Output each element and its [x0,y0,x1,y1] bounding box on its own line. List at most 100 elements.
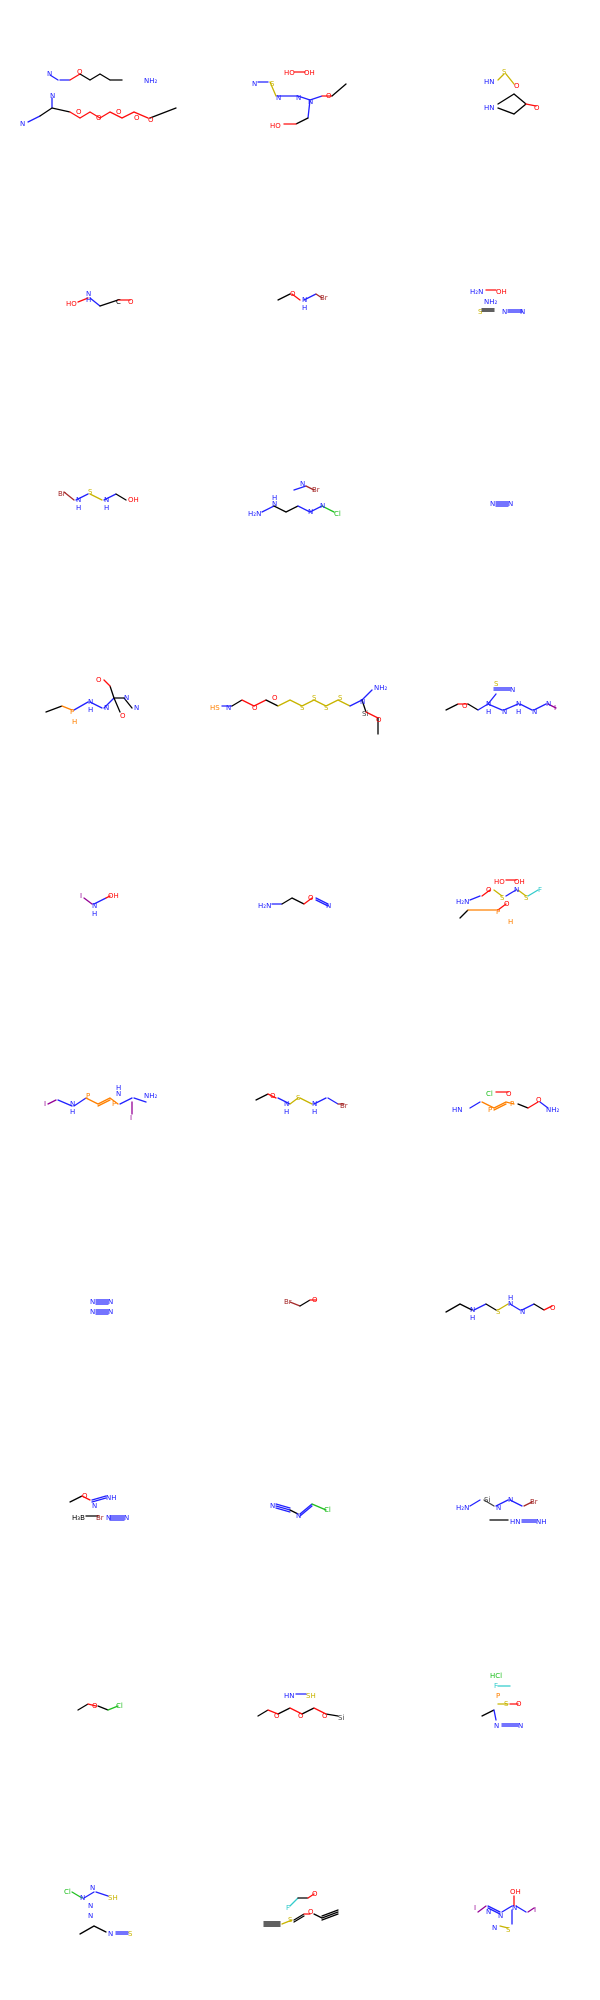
atom-label: N [50,92,55,100]
atom-label: N [270,1502,275,1510]
atom-label: F [286,1904,290,1912]
atom-label: N [76,496,81,504]
atom-label: O [312,1890,318,1898]
molecule-2: HO OH N S N N N O HO [252,69,347,130]
atom-label: O [134,114,140,122]
atom-label: N [88,1902,93,1910]
atom-label: H₂N [258,902,271,910]
atom-label: NH [106,1494,117,1502]
atom-label: N [106,1514,111,1522]
atom-label: S [506,1926,511,1934]
atom-label: S [128,1930,133,1938]
atom-label: N [516,700,521,708]
atom-label: N [494,1722,499,1730]
atom-label: N [276,94,281,102]
atom-label: NH [536,1518,547,1526]
atom-label: N [296,94,301,102]
atom-label: P [488,1106,492,1114]
atom-label: NH₂ [144,77,158,85]
atom-label: S [300,704,305,712]
atom-label: P [86,1092,90,1100]
atom-label: OH [510,1888,521,1896]
atom-label: O [77,68,83,76]
atom-label: Br [96,1514,104,1522]
atom-label: O [128,298,134,306]
atom-label: O [308,1908,314,1916]
atom-label: S [524,894,529,902]
atom-label: N [308,508,313,516]
atom-label: S [324,704,329,712]
atom-label: H [486,708,491,716]
atom-label: Si [362,710,368,718]
atom-label: N [88,698,93,706]
atom-label: N [532,708,537,716]
atom-label: S [288,1916,293,1924]
atom-label: N [486,700,491,708]
atom-label: SH [306,1692,316,1700]
atom-label: OH [108,892,119,900]
molecule-30: OH I N N N I N S [474,1888,536,1934]
atom-label: N [490,500,495,508]
atom-label: N [134,704,139,712]
molecule-10: P H N H N O N O N [45,676,139,726]
molecule-3: HN S O HN O [484,68,540,115]
atom-label: N [272,500,277,508]
atom-label: HO [66,300,77,308]
molecule-11: HS N O O S S S S N NH₂ Si O [210,684,388,735]
atom-label: O [270,1092,276,1100]
atom-label: P [496,908,500,916]
atom-label: O [506,1090,512,1098]
molecule-27: HCl F P S O N N [481,1672,523,1730]
atom-label: O [322,1712,328,1720]
atom-label: H [104,504,109,512]
atom-label: O [514,82,520,90]
atom-label: O [534,104,540,112]
atom-label: N [108,1308,113,1316]
atom-label: Br [312,486,320,494]
atom-label: N [326,902,331,910]
atom-label: N [312,1100,317,1108]
atom-label: Si [484,1496,490,1504]
atom-label: N [320,502,325,510]
molecule-5: O N H Br [277,290,328,312]
molecule-6: H₂N OH NH₂ S N N [470,288,525,316]
atom-label: O [298,1712,304,1720]
atom-label: OH [304,69,315,77]
atom-label: N [514,886,519,894]
atom-label: O [326,92,332,100]
atom-label: N [104,496,109,504]
atom-label: S [478,308,483,316]
atom-label: N [108,1298,113,1306]
atom-label: P [112,1100,116,1108]
atom-label: N [360,698,365,706]
atom-label: O [290,290,296,298]
atom-label: S [88,488,93,496]
atom-label: O [116,108,122,116]
atom-label: Cl [116,1702,123,1710]
atom-label: N [90,1298,95,1306]
atom-label: H [92,910,97,918]
atom-label: H [88,706,93,714]
molecule-28: Cl N N SH N N N S [64,1884,133,1938]
atom-label: S [494,680,499,688]
atom-label: O [376,716,382,724]
atom-label: O [272,694,278,702]
atom-label: Cl [324,1506,331,1514]
atom-label: O [96,114,102,122]
atom-label: P [70,708,74,716]
atom-label: H [508,1294,513,1302]
molecule-26: HN SH O O O Si [257,1692,344,1722]
atom-label: N [47,70,52,78]
atom-label: O [274,1712,280,1720]
atom-label: N [90,1308,95,1316]
atom-label: HS [210,704,220,712]
atom-label: H [72,718,77,726]
atom-label: N [512,1904,517,1912]
atom-label: N [492,1924,497,1932]
atom-label: Br [320,294,328,302]
atom-label: H₂N [248,510,261,518]
atom-label: N [520,308,525,316]
molecule-7: Br N H S N H OH [58,488,139,512]
atom-label: O [504,900,510,908]
atom-label: N [92,1502,97,1510]
